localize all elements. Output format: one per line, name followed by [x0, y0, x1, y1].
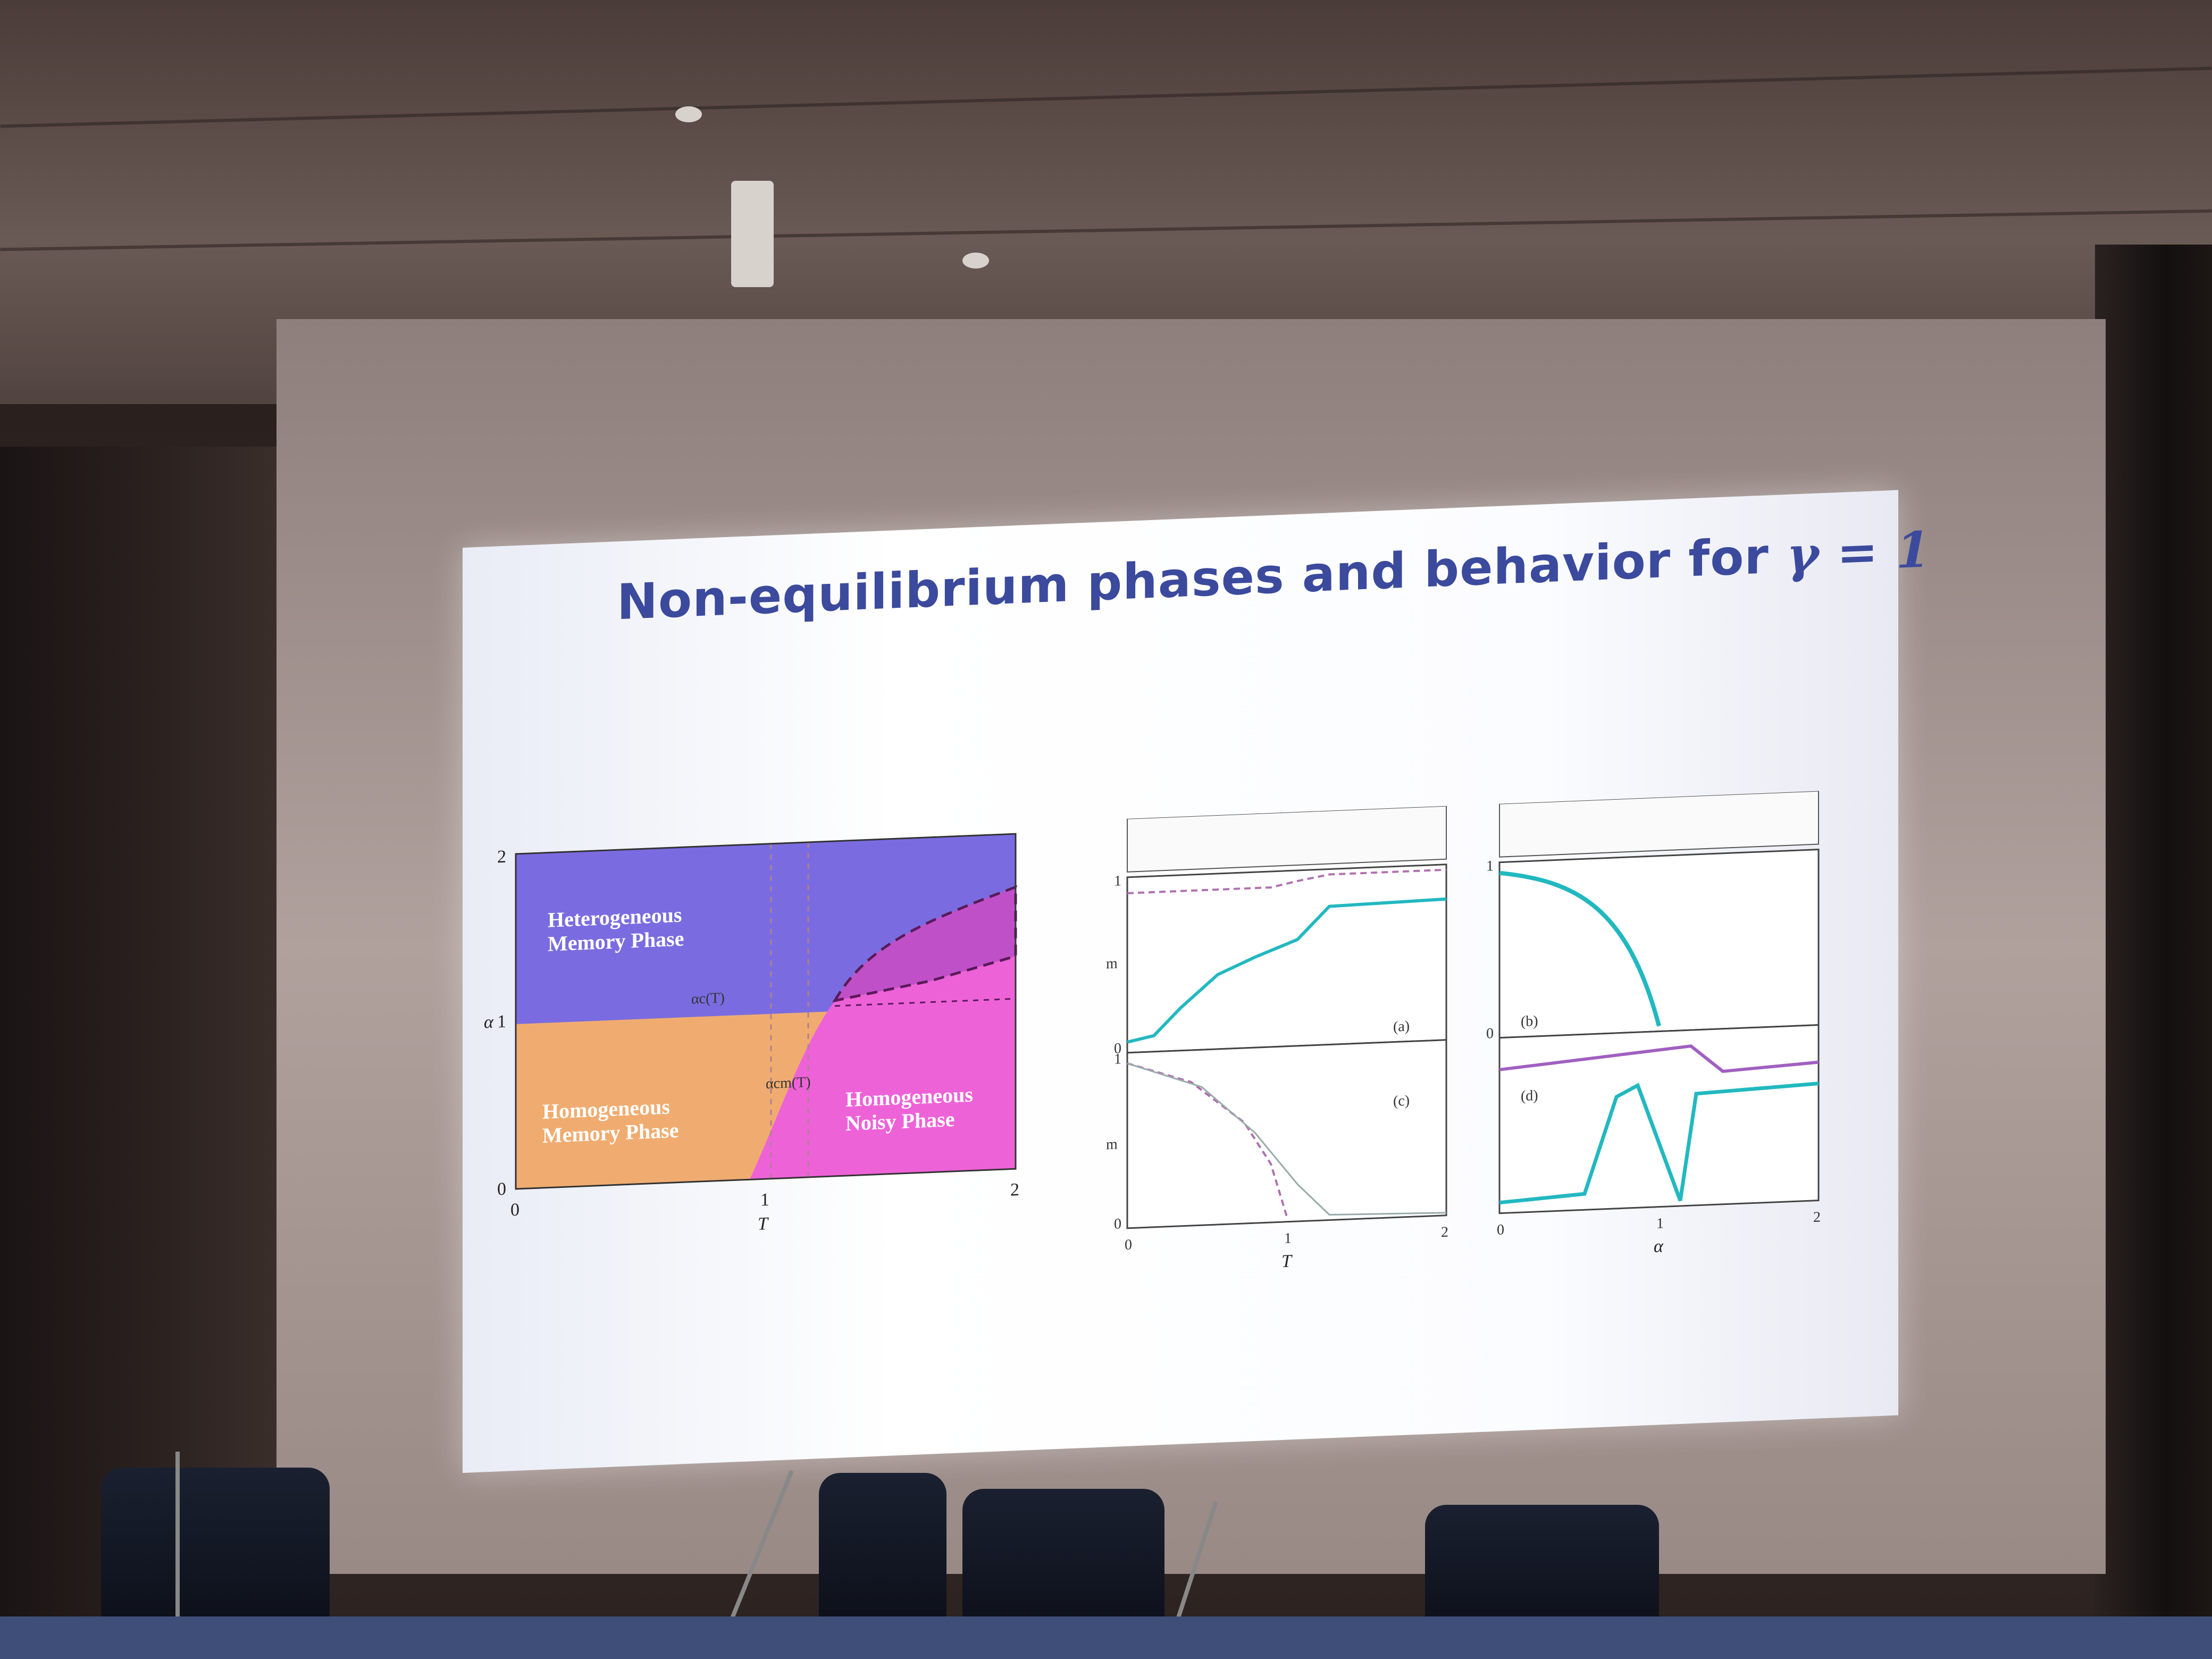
panel-d-frame: [1498, 1024, 1820, 1214]
panels-T-xtick: 2: [1441, 1224, 1448, 1241]
phase-diagram: Heterogeneous Memory Phase Homogeneous M…: [484, 833, 1019, 1234]
panels-T-xtick: 1: [1284, 1230, 1292, 1247]
panel-a-curve-purple: [1127, 868, 1446, 894]
ceiling-panel-line: [0, 66, 2212, 128]
panels-alpha-xtick: 0: [1497, 1221, 1504, 1238]
panel-b-tag: (b): [1521, 1013, 1538, 1030]
ceiling-light: [962, 253, 989, 269]
panel-c-ylabel: m: [1106, 1136, 1118, 1153]
panel-a-tag: (a): [1393, 1018, 1410, 1035]
chair: [101, 1468, 330, 1638]
panel-c-curve-purple: [1127, 1062, 1288, 1217]
panel-c-ytick: 0: [1114, 1216, 1121, 1233]
curtain-left: [0, 447, 276, 1616]
panel-a-ytick: 1: [1114, 873, 1121, 890]
panels-a-c: (a) (c) m m 1 0 1 0 0 1 2 T: [1106, 805, 1448, 1271]
panel-a-ytick: 0: [1114, 1040, 1121, 1057]
panels-T-xtick: 0: [1125, 1236, 1132, 1253]
panels-alpha-xtick: 2: [1813, 1209, 1821, 1226]
y-tick-label: 0: [497, 1179, 506, 1200]
panel-c-ytick: 1: [1114, 1051, 1121, 1068]
hom-noisy-phase-label-2: Noisy Phase: [845, 1107, 954, 1135]
panel-c-frame: [1126, 1039, 1447, 1229]
panel-b-frame: [1498, 849, 1820, 1039]
chair: [819, 1473, 946, 1632]
slide-title-text: Non-equilibrium phases and behavior for: [617, 527, 1769, 631]
panel-b-ytick: 0: [1486, 1025, 1494, 1042]
hom-memory-phase-label-2: Memory Phase: [542, 1118, 678, 1147]
dashed-horizontal-line: [835, 998, 1016, 1007]
chair: [1425, 1505, 1659, 1638]
x-tick-label: 0: [510, 1200, 520, 1220]
ceiling-light: [675, 106, 702, 122]
hatched-region: [832, 885, 1017, 1003]
x-tick-label: 1: [760, 1190, 769, 1210]
panel-b-curve-teal: [1499, 870, 1661, 1027]
panel-d-curve-purple: [1499, 1044, 1819, 1073]
legend-box: [1127, 805, 1447, 873]
hom-memory-phase-label-1: Homogeneous: [542, 1094, 670, 1124]
plot-frame: [515, 833, 1017, 1190]
alpha-cm-curve-label: αcm(T): [766, 1074, 811, 1092]
heterogeneous-phase-label-1: Heterogeneous: [548, 902, 682, 932]
y-axis-label: α: [484, 1012, 494, 1033]
panels-alpha-xlabel: α: [1654, 1236, 1664, 1256]
table-edge: [0, 1616, 2212, 1659]
panel-c-tag: (c): [1393, 1092, 1410, 1109]
projected-slide: Non-equilibrium phases and behavior for …: [463, 490, 1931, 1473]
alpha-c-curve-label: αc(T): [691, 990, 725, 1008]
hom-noisy-region: [750, 956, 1016, 1180]
panel-b-ytick: 1: [1486, 858, 1494, 875]
x-tick-label: 2: [1010, 1180, 1019, 1200]
legend-box: [1499, 790, 1819, 858]
panel-d-curve-teal: [1499, 1082, 1819, 1205]
chair: [962, 1489, 1164, 1638]
panels-b-d: (b) (d) 1 0 0 1 2 α: [1486, 790, 1821, 1256]
panel-c-curve-teal: [1127, 1062, 1447, 1216]
heterogeneous-phase-label-2: Memory Phase: [548, 926, 684, 956]
slide-title: Non-equilibrium phases and behavior for …: [617, 521, 1931, 631]
y-tick-label: 2: [497, 847, 506, 867]
ceiling-panel-line: [0, 209, 2212, 252]
panels-T-xlabel: T: [1281, 1251, 1293, 1271]
panel-d-tag: (d): [1521, 1087, 1538, 1104]
panels-alpha-xtick: 1: [1656, 1215, 1664, 1232]
y-tick-label: 1: [497, 1012, 506, 1032]
hom-noisy-phase-label-1: Homogeneous: [845, 1082, 973, 1111]
x-axis-label: T: [758, 1214, 769, 1234]
curtain-right: [2095, 245, 2212, 1659]
slide-title-symbol: γ = 1: [1786, 521, 1931, 584]
microphone: [175, 1452, 180, 1622]
ceiling-light: [731, 181, 774, 287]
panel-a-curve-teal: [1127, 897, 1447, 1044]
panel-a-ylabel: m: [1106, 956, 1118, 973]
